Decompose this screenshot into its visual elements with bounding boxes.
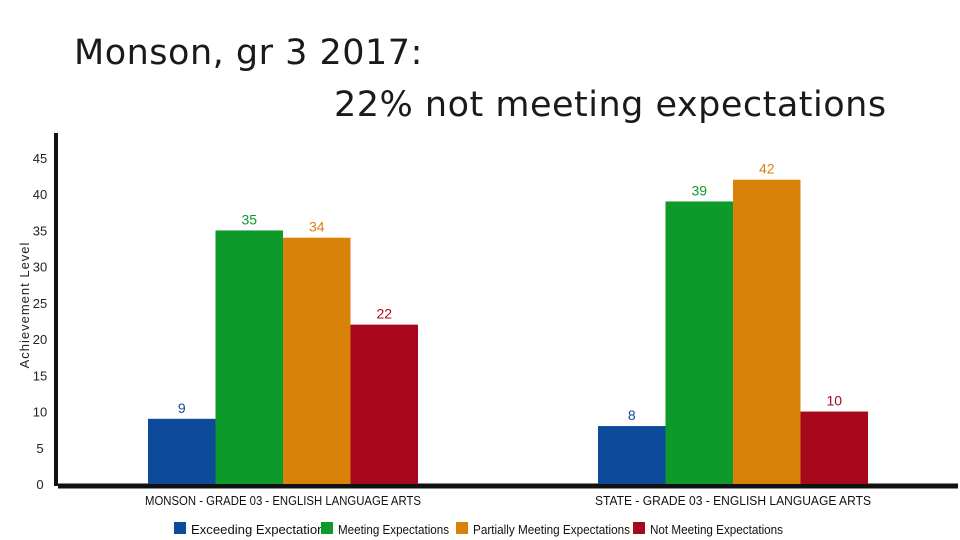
legend-label: Exceeding Expectations [191,523,331,537]
y-tick-label: 35 [33,223,47,238]
chart-title-line-1: Monson, gr 3 2017: [74,33,423,73]
data-label: 34 [309,219,325,235]
legend-label: Partially Meeting Expectations [473,523,630,537]
data-label: 39 [691,182,707,198]
bar [800,411,868,484]
data-label: 10 [826,393,842,409]
y-tick-label: 15 [33,368,47,383]
bar [148,418,216,484]
bar [350,324,418,484]
y-tick-label: 45 [33,151,47,166]
y-tick-label: 5 [36,441,43,456]
data-label: 22 [376,306,392,322]
y-tick-label: 10 [33,405,47,420]
bar [598,426,666,484]
y-tick-label: 20 [33,332,47,347]
bar [733,179,801,484]
data-label: 9 [178,400,186,416]
x-category-label: STATE - GRADE 03 - ENGLISH LANGUAGE ARTS [595,494,871,508]
legend-label: Meeting Expectations [338,523,449,537]
y-tick-label: 40 [33,187,47,202]
legend-swatch [321,522,333,534]
legend-swatch [633,522,645,534]
x-category-label: MONSON - GRADE 03 - ENGLISH LANGUAGE ART… [145,494,421,508]
legend-label: Not Meeting Expectations [650,523,783,537]
y-axis-label: Achievement Level [17,242,32,369]
bar [215,230,283,484]
data-label: 8 [628,407,636,423]
bar [283,237,351,484]
data-label: 35 [241,211,257,227]
legend-swatch [456,522,468,534]
data-label: 42 [759,161,775,177]
bar [665,201,733,484]
y-tick-label: 25 [33,296,47,311]
legend-swatch [174,522,186,534]
y-tick-label: 30 [33,260,47,275]
chart-title-line-2: 22% not meeting expectations [334,85,887,125]
y-tick-label: 0 [36,477,43,492]
